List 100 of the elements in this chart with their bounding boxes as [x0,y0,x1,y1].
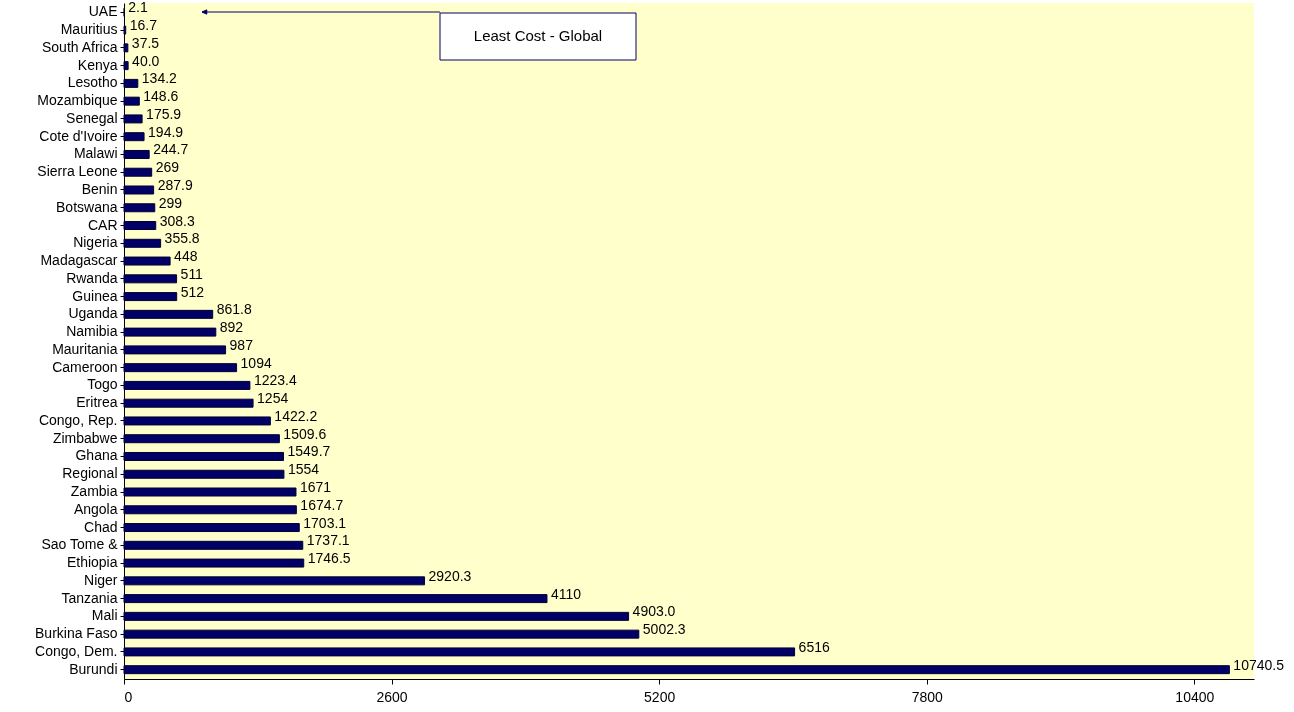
x-tick-label: 7800 [911,688,944,705]
y-tick-label: Burundi [69,660,118,677]
data-label: 1674.7 [300,496,344,513]
data-label: 5002.3 [642,621,686,638]
bar [123,221,157,231]
data-label: 1671 [299,479,332,496]
bar [123,256,171,266]
bar [123,416,271,426]
y-tick-label: Mauritius [60,21,118,38]
data-label: 1554 [287,461,320,478]
data-label: 134.2 [141,70,178,87]
bar [123,451,284,461]
bar [123,487,297,497]
y-tick-label: Cote d'Ivoire [39,127,118,144]
data-label: 287.9 [157,176,193,193]
bar [123,434,280,444]
data-label: 892 [219,319,244,336]
data-label: 512 [180,283,205,300]
y-tick-label: Angola [73,500,118,517]
y-tick-label: Ethiopia [66,554,118,571]
bar [123,380,251,390]
y-tick-label: Sierra Leone [37,163,118,180]
bar [123,43,129,53]
bar [123,292,178,302]
y-tick-label: Regional [62,465,118,482]
y-tick-label: Eritrea [76,394,118,411]
data-label: 1703.1 [303,514,347,531]
data-label: 1746.5 [307,550,351,567]
data-label: 244.7 [153,141,189,158]
bar [123,203,156,213]
bar [123,96,140,106]
data-label: 1422.2 [274,407,318,424]
y-tick-label: Senegal [66,109,118,126]
data-label: 1094 [240,354,272,371]
data-label: 6516 [798,638,830,655]
y-tick-label: Nigeria [73,234,118,251]
y-tick-label: Kenya [77,56,118,73]
bar [123,167,153,177]
bar [123,309,214,319]
data-label: 987 [229,336,254,353]
y-tick-label: Chad [84,518,118,535]
y-tick-label: Uganda [68,305,118,322]
bar [123,78,139,88]
data-label: 861.8 [216,301,252,318]
bar [123,523,300,533]
bar [123,238,162,248]
bar [123,594,548,604]
bar [123,576,426,586]
y-tick-label: Mali [91,607,118,624]
bar [123,327,217,337]
bar [123,558,305,568]
data-label: 269 [155,159,180,176]
y-tick-label: Mauritania [52,340,118,357]
bar [123,149,150,159]
bar [123,398,254,408]
y-tick-label: Guinea [72,287,118,304]
y-tick-label: Burkina Faso [35,625,118,642]
x-tick-label: 5200 [644,688,676,705]
data-label: 308.3 [159,212,195,229]
data-label: 16.7 [129,17,158,34]
y-tick-label: Malawi [73,145,118,162]
data-label: 2.1 [128,0,148,16]
data-label: 299 [158,194,183,211]
bar [123,114,143,124]
y-tick-label: Ghana [75,447,118,464]
y-tick-label: South Africa [42,38,118,55]
y-tick-label: Cameroon [52,358,118,375]
data-label: 148.6 [143,88,179,105]
y-tick-label: Congo, Rep. [38,411,118,428]
annotation: Least Cost - Global [473,27,603,44]
bar [123,647,796,657]
data-label: 1737.1 [306,532,350,549]
x-tick-label: 0 [124,688,133,705]
y-tick-label: Mozambique [37,92,118,109]
data-label: 1509.6 [283,425,327,442]
data-label: 511 [180,265,204,282]
y-tick-label: CAR [87,216,118,233]
data-label: 4903.0 [632,603,676,620]
bar [123,345,227,355]
data-label: 2920.3 [428,567,472,584]
data-label: 40.0 [132,52,160,69]
y-tick-label: Niger [84,571,118,588]
y-tick-label: Congo, Dem. [35,642,118,659]
y-tick-label: Madagascar [40,252,118,269]
bar [123,505,297,515]
bar [123,540,304,550]
y-tick-label: Togo [87,376,118,393]
bar [123,629,640,639]
data-label: 10740.5 [1233,656,1285,673]
bar [123,274,178,284]
y-tick-label: Botswana [56,198,118,215]
bar [123,611,630,621]
bar [123,665,1230,675]
data-label: 4110 [550,585,582,602]
data-label: 37.5 [131,34,160,51]
y-tick-label: Zimbabwe [52,429,118,446]
y-tick-label: Lesotho [67,74,118,91]
data-label: 1223.4 [253,372,297,389]
x-tick-label: 10400 [1175,688,1215,705]
y-tick-label: Rwanda [66,269,118,286]
